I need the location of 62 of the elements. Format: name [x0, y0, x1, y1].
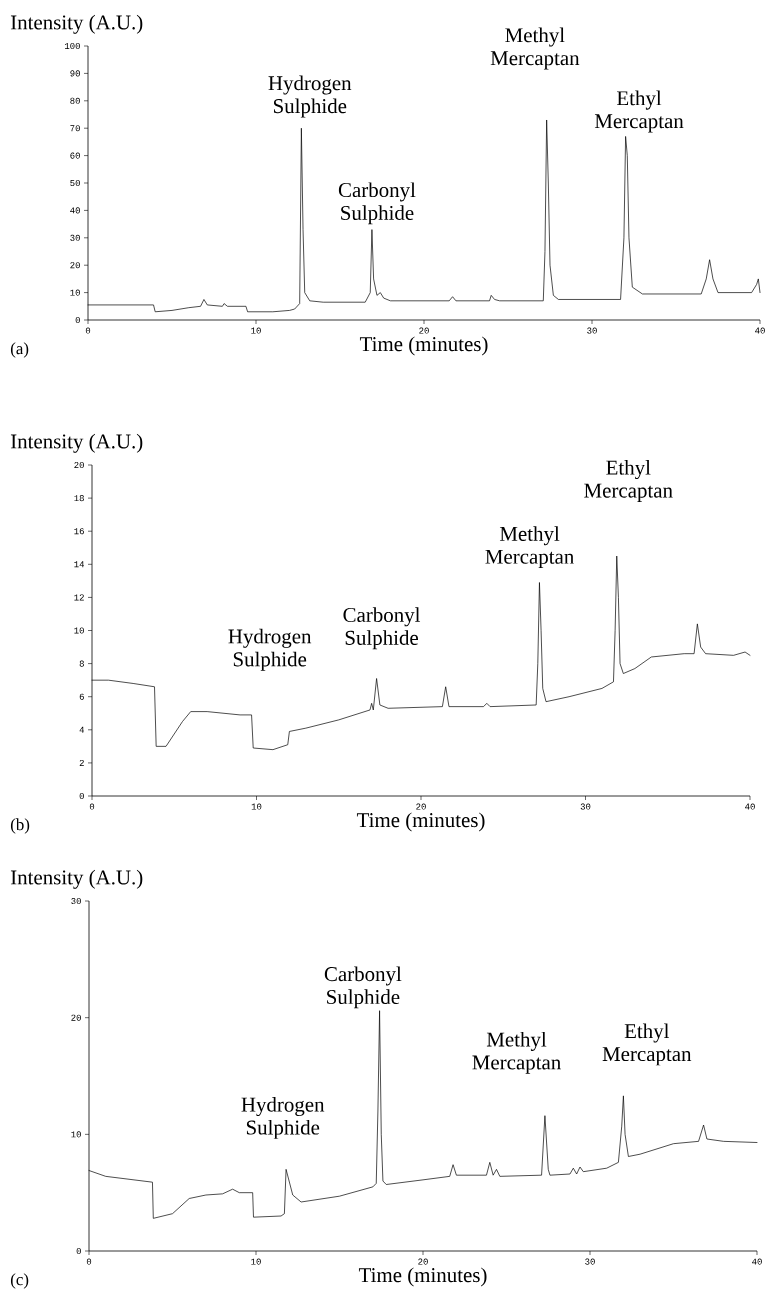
- annotation: Ethyl Mercaptan: [584, 459, 673, 502]
- x-axis-title: Time (minutes): [358, 1267, 487, 1287]
- y-tick-label: 20: [74, 461, 84, 469]
- annotation: Methyl Mercaptan: [472, 1031, 561, 1074]
- y-tick-label: 40: [70, 207, 80, 214]
- x-tick-label: 30: [585, 1258, 595, 1265]
- x-tick-label: 20: [416, 803, 426, 810]
- x-tick-label: 30: [587, 327, 597, 334]
- y-axis-title: Intensity (A.U.): [10, 869, 143, 889]
- text: (c): [10, 1273, 29, 1289]
- annotation: Methyl Mercaptan: [485, 526, 574, 569]
- x-tick-label: 10: [251, 1258, 261, 1265]
- annotation: Ethyl Mercaptan: [594, 90, 684, 133]
- y-axis-title: Intensity (A.U.): [10, 433, 143, 453]
- x-tick-label: 10: [251, 327, 261, 334]
- annotation: Methyl Mercaptan: [490, 27, 580, 70]
- x-tick-label: 40: [745, 803, 755, 810]
- y-tick-label: 100: [64, 42, 80, 50]
- y-tick-label: 60: [70, 152, 80, 159]
- x-tick-label: 0: [85, 327, 91, 334]
- x-tick-label: 40: [755, 327, 765, 334]
- x-tick-label: 20: [419, 327, 429, 334]
- y-tick-label: 6: [79, 693, 84, 700]
- y-tick-label: 0: [76, 1247, 81, 1255]
- y-tick-label: 10: [74, 627, 84, 634]
- y-tick-label: 0: [79, 792, 84, 800]
- x-tick-label: 40: [752, 1258, 762, 1265]
- annotation: Hydrogen Sulphide: [268, 75, 352, 118]
- y-tick-label: 16: [74, 528, 84, 535]
- annotation: Hydrogen Sulphide: [241, 1096, 325, 1139]
- y-tick-label: 10: [71, 1131, 81, 1138]
- y-tick-label: 4: [79, 726, 85, 733]
- y-tick-label: 30: [71, 897, 81, 905]
- y-tick-label: 8: [79, 660, 84, 667]
- text: (a): [10, 342, 29, 358]
- y-tick-label: 0: [75, 316, 80, 324]
- y-tick-label: 2: [79, 759, 84, 766]
- text: (b): [10, 818, 30, 834]
- x-tick-label: 10: [251, 803, 262, 810]
- y-tick-label: 70: [70, 125, 80, 132]
- x-tick-label: 0: [89, 803, 95, 810]
- y-axis-title: Intensity (A.U.): [10, 14, 143, 34]
- y-tick-label: 10: [70, 289, 80, 296]
- y-tick-label: 80: [70, 97, 80, 104]
- y-tick-label: 50: [70, 179, 80, 187]
- annotation: Carbonyl Sulphide: [324, 966, 402, 1009]
- y-tick-label: 20: [70, 262, 80, 269]
- annotation: Ethyl Mercaptan: [602, 1023, 692, 1066]
- y-tick-label: 30: [70, 234, 80, 241]
- y-tick-label: 90: [70, 70, 80, 77]
- x-tick-label: 30: [580, 803, 591, 810]
- annotation: Carbonyl Sulphide: [343, 607, 421, 650]
- x-axis-title: Time (minutes): [359, 336, 488, 356]
- y-tick-label: 18: [74, 495, 84, 502]
- x-tick-label: 20: [418, 1258, 428, 1265]
- x-tick-label: 0: [86, 1258, 92, 1265]
- annotation: Carbonyl Sulphide: [338, 182, 416, 225]
- y-tick-label: 20: [71, 1014, 81, 1021]
- annotation: Hydrogen Sulphide: [228, 628, 312, 671]
- y-tick-label: 12: [74, 594, 84, 601]
- x-axis-title: Time (minutes): [356, 812, 485, 832]
- y-tick-label: 14: [74, 561, 85, 568]
